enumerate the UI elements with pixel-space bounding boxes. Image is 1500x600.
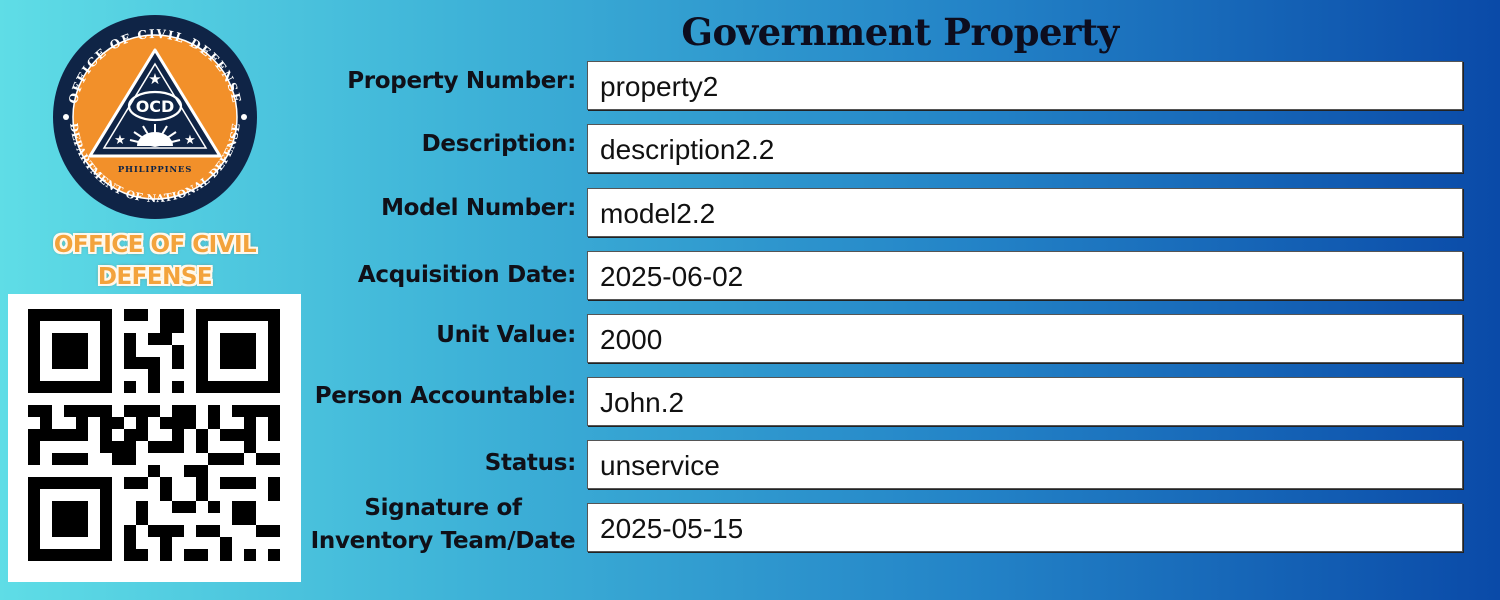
status-field[interactable]: unservice (587, 440, 1463, 489)
svg-text:★: ★ (184, 133, 196, 148)
qr-code (8, 294, 301, 582)
description-field[interactable]: description2.2 (587, 124, 1463, 173)
description-label: Description: (421, 131, 577, 157)
svg-text:PHILIPPINES: PHILIPPINES (118, 165, 192, 175)
signature-inventory-label: Signature of Inventory Team/Date (310, 495, 576, 554)
signature-inventory-date-field[interactable]: 2025-05-15 (587, 503, 1463, 552)
property-number-label: Property Number: (347, 68, 576, 94)
qr-code-icon (28, 309, 280, 561)
svg-text:★: ★ (148, 70, 161, 88)
person-accountable-field[interactable]: John.2 (587, 377, 1463, 426)
model-number-label: Model Number: (381, 195, 576, 221)
model-number-field[interactable]: model2.2 (587, 188, 1463, 237)
svg-text:OCD: OCD (136, 97, 175, 116)
status-label: Status: (484, 450, 577, 476)
person-accountable-label: Person Accountable: (314, 383, 577, 409)
ocd-seal-logo: OFFICE OF CIVIL DEFENSE DEPARTMENT OF NA… (53, 15, 257, 219)
organization-name: OFFICE OF CIVIL DEFENSE (53, 232, 257, 290)
svg-text:★: ★ (114, 133, 126, 148)
page-title: Government Property (681, 10, 1119, 54)
unit-value-label: Unit Value: (436, 322, 576, 348)
property-number-field[interactable]: property2 (587, 61, 1463, 110)
acquisition-date-label: Acquisition Date: (357, 262, 576, 288)
unit-value-field[interactable]: 2000 (587, 314, 1463, 363)
acquisition-date-field[interactable]: 2025-06-02 (587, 251, 1463, 300)
